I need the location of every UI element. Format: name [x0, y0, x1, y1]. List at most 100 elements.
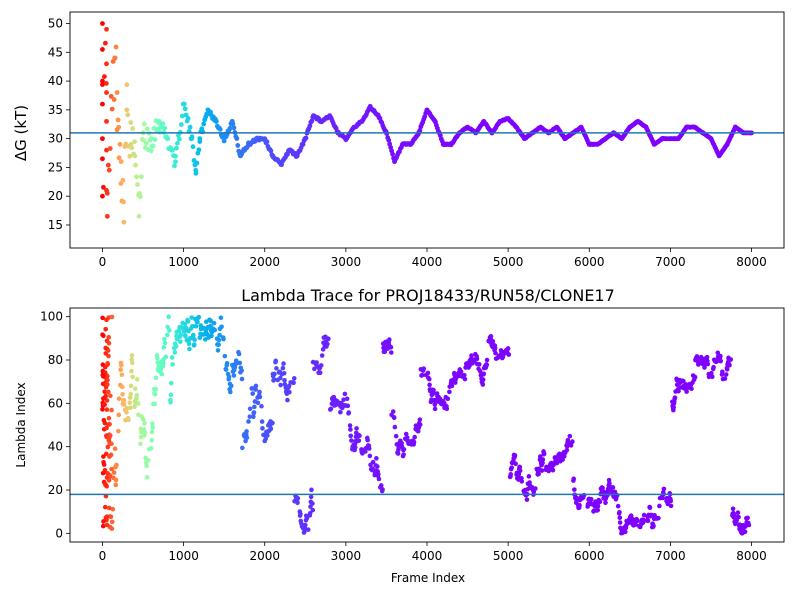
- data-point: [109, 466, 114, 472]
- data-point: [480, 377, 486, 382]
- x-tick-label: 0: [99, 255, 107, 269]
- lambda-trace-title: Lambda Trace for PROJ18433/RUN58/CLONE17: [241, 286, 615, 305]
- data-point: [273, 358, 279, 364]
- data-point: [104, 213, 110, 219]
- data-point: [190, 323, 195, 329]
- data-point: [114, 90, 120, 95]
- data-point: [101, 519, 106, 524]
- data-point: [310, 501, 315, 506]
- data-point: [186, 341, 192, 347]
- data-point: [374, 456, 379, 461]
- data-point: [178, 122, 184, 127]
- data-point: [191, 332, 196, 338]
- data-point: [190, 144, 196, 150]
- data-point: [162, 340, 168, 346]
- data-point: [278, 382, 283, 388]
- data-point: [541, 451, 547, 457]
- data-point: [561, 453, 567, 459]
- data-point: [684, 389, 689, 394]
- data-point: [106, 505, 112, 511]
- data-point: [295, 496, 301, 501]
- x-tick-label: 7000: [655, 549, 686, 563]
- x-tick-label: 5000: [493, 255, 524, 269]
- data-point: [234, 136, 240, 141]
- data-point: [742, 529, 748, 535]
- data-point: [183, 333, 188, 339]
- data-point: [281, 361, 286, 366]
- data-point: [150, 425, 156, 430]
- data-point: [668, 498, 674, 504]
- data-point: [524, 497, 530, 502]
- data-point: [259, 403, 264, 409]
- data-point: [352, 445, 358, 450]
- data-point: [135, 401, 141, 406]
- data-point: [109, 407, 114, 413]
- data-point: [148, 148, 154, 154]
- data-point: [244, 435, 250, 440]
- data-point: [271, 377, 277, 382]
- data-point: [517, 468, 523, 474]
- data-point: [104, 26, 109, 32]
- data-point: [709, 370, 714, 376]
- data-point: [610, 485, 616, 490]
- data-point: [138, 194, 143, 200]
- data-point: [746, 522, 752, 528]
- data-point: [105, 444, 111, 450]
- data-point: [104, 61, 109, 67]
- data-point: [119, 384, 125, 390]
- data-point: [104, 407, 110, 412]
- data-point: [298, 511, 303, 517]
- x-tick-label: 1000: [168, 549, 199, 563]
- data-point: [187, 124, 193, 130]
- data-point: [102, 467, 108, 473]
- data-point: [173, 159, 178, 165]
- data-point: [622, 529, 628, 535]
- data-point: [112, 55, 118, 61]
- data-point: [236, 351, 242, 357]
- y-tick-label: 60: [48, 396, 63, 410]
- data-point: [101, 417, 107, 423]
- data-point: [107, 454, 112, 459]
- data-point: [508, 472, 514, 477]
- data-point: [255, 400, 261, 406]
- data-point: [100, 407, 105, 412]
- data-point: [196, 147, 202, 153]
- data-point: [268, 148, 274, 154]
- data-point: [197, 139, 203, 144]
- data-point: [595, 503, 601, 509]
- y-tick-label: 15: [48, 218, 63, 232]
- data-point: [462, 372, 467, 378]
- data-point: [247, 406, 253, 412]
- x-tick-label: 8000: [736, 549, 767, 563]
- data-point: [116, 428, 121, 434]
- data-point: [282, 381, 288, 387]
- y-tick-label: 25: [48, 160, 63, 174]
- data-point: [357, 433, 362, 439]
- lambda-trace-y-axis-label: Lambda Index: [14, 382, 28, 467]
- data-point: [595, 507, 601, 513]
- data-point: [209, 333, 214, 339]
- data-point: [488, 334, 494, 339]
- data-point: [564, 447, 570, 453]
- data-point: [134, 392, 140, 398]
- data-point: [100, 374, 106, 379]
- data-point: [681, 378, 686, 384]
- data-point: [365, 437, 370, 443]
- data-point: [259, 419, 265, 424]
- data-point: [231, 373, 237, 378]
- data-point: [105, 389, 111, 395]
- data-point: [134, 377, 140, 382]
- data-point: [129, 368, 134, 374]
- data-point: [354, 426, 359, 431]
- free-energy-panel: 0 1000 2000 3000 4000 5000 6000 7000 8000 15 20 25…: [12, 11, 785, 269]
- data-point: [141, 417, 146, 422]
- y-tick-label: 35: [48, 103, 63, 117]
- data-point: [393, 433, 399, 439]
- data-point: [550, 467, 556, 473]
- data-point: [182, 106, 188, 112]
- data-point: [132, 386, 138, 391]
- data-point: [102, 504, 108, 510]
- data-point: [114, 462, 119, 468]
- data-point: [727, 362, 732, 368]
